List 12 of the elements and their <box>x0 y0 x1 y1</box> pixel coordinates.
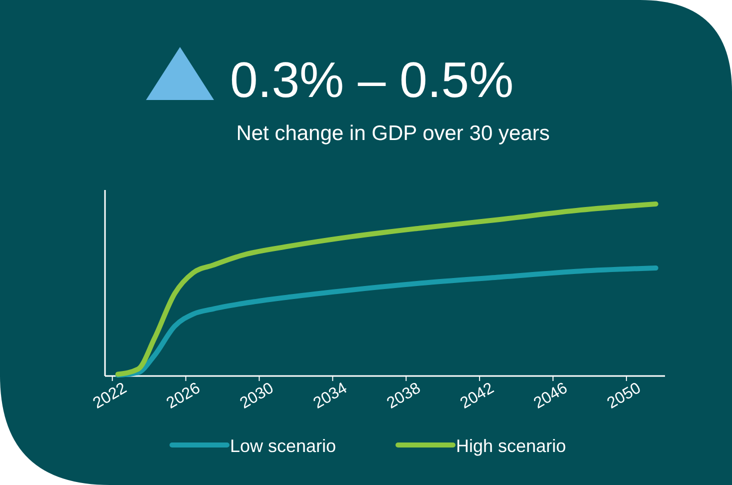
chart-title: 0.3% – 0.5% <box>230 52 514 108</box>
x-tick-label: 2034 <box>310 380 350 412</box>
x-tick-label: 2030 <box>237 380 277 412</box>
x-tick-label: 2022 <box>90 380 130 412</box>
legend-label: High scenario <box>456 436 566 456</box>
x-tick-label: 2038 <box>384 380 424 412</box>
chart-subtitle: Net change in GDP over 30 years <box>236 122 550 145</box>
x-tick-label: 2050 <box>604 380 644 412</box>
legend-label: Low scenario <box>230 436 336 456</box>
x-tick-label: 2046 <box>531 380 570 412</box>
x-tick-label: 2026 <box>164 380 204 412</box>
x-tick-label: 2042 <box>458 380 498 412</box>
